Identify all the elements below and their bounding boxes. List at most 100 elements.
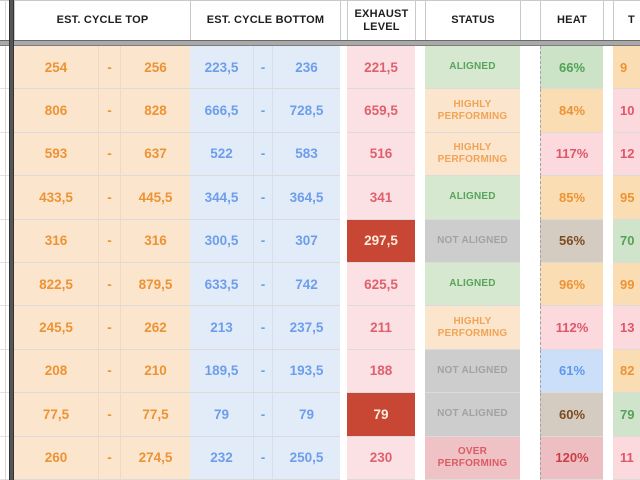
cell-status-badge[interactable]: HIGHLY PERFORMING — [425, 306, 520, 350]
cell-heat-percent[interactable]: 66% — [540, 46, 603, 90]
cell-cycle-bottom-max[interactable]: 79 — [272, 393, 340, 437]
cell-cycle-bottom-max[interactable]: 307 — [272, 219, 340, 263]
cell-exhaust-level[interactable]: 211 — [347, 306, 415, 350]
cell-exhaust-level[interactable]: 297,5 — [347, 219, 415, 263]
header-t-clipped[interactable]: T — [613, 0, 640, 40]
cell-cycle-top-min[interactable]: 77,5 — [14, 393, 98, 437]
cell-cycle-top-max[interactable]: 879,5 — [120, 262, 190, 307]
cell-t-clipped[interactable]: 82 — [613, 349, 640, 394]
cell-cycle-bottom-min[interactable]: 189,5 — [190, 349, 253, 394]
cell-cycle-top-separator: - — [98, 262, 120, 307]
cell-cycle-top-separator: - — [98, 132, 120, 177]
header-exhaust-level[interactable]: EXHAUST LEVEL — [347, 0, 415, 40]
cell-cycle-top-separator: - — [98, 219, 120, 263]
row-gutter — [0, 46, 9, 90]
cell-cycle-bottom-separator: - — [253, 306, 272, 350]
row-gutter — [0, 436, 9, 480]
header-status[interactable]: STATUS — [425, 0, 520, 40]
cell-exhaust-level[interactable]: 341 — [347, 176, 415, 220]
header-heat[interactable]: HEAT — [540, 0, 603, 40]
cell-status-badge[interactable]: ALIGNED — [425, 262, 520, 307]
cell-exhaust-level[interactable]: 516 — [347, 132, 415, 177]
cell-exhaust-level[interactable]: 659,5 — [347, 89, 415, 133]
cell-heat-percent[interactable]: 117% — [540, 132, 603, 177]
cell-cycle-bottom-min[interactable]: 344,5 — [190, 176, 253, 220]
cell-exhaust-level[interactable]: 230 — [347, 436, 415, 480]
cell-cycle-top-min[interactable]: 433,5 — [14, 176, 98, 220]
cell-cycle-bottom-max[interactable]: 728,5 — [272, 89, 340, 133]
cell-exhaust-level[interactable]: 188 — [347, 349, 415, 394]
cell-cycle-bottom-min[interactable]: 79 — [190, 393, 253, 437]
cell-heat-percent[interactable]: 96% — [540, 262, 603, 307]
cell-cycle-top-min[interactable]: 254 — [14, 46, 98, 90]
cell-t-clipped[interactable]: 11 — [613, 436, 640, 480]
cell-cycle-bottom-min[interactable]: 223,5 — [190, 46, 253, 90]
cell-status-badge[interactable]: ALIGNED — [425, 176, 520, 220]
cell-cycle-top-max[interactable]: 210 — [120, 349, 190, 394]
cell-cycle-top-max[interactable]: 445,5 — [120, 176, 190, 220]
cell-cycle-bottom-min[interactable]: 213 — [190, 306, 253, 350]
cell-cycle-top-max[interactable]: 262 — [120, 306, 190, 350]
cell-t-clipped[interactable]: 79 — [613, 393, 640, 437]
cell-cycle-bottom-max[interactable]: 236 — [272, 46, 340, 90]
cell-cycle-top-separator: - — [98, 306, 120, 350]
cell-cycle-bottom-max[interactable]: 193,5 — [272, 349, 340, 394]
cell-status-badge[interactable]: NOT ALIGNED — [425, 219, 520, 263]
cell-heat-percent[interactable]: 112% — [540, 306, 603, 350]
frozen-pane-divider[interactable] — [9, 0, 14, 480]
cell-cycle-bottom-separator: - — [253, 436, 272, 480]
cell-cycle-bottom-max[interactable]: 237,5 — [272, 306, 340, 350]
cell-cycle-bottom-min[interactable]: 633,5 — [190, 262, 253, 307]
cell-exhaust-level[interactable]: 79 — [347, 393, 415, 437]
cell-cycle-bottom-separator: - — [253, 393, 272, 437]
cell-status-badge[interactable]: ALIGNED — [425, 46, 520, 90]
cell-heat-percent[interactable]: 56% — [540, 219, 603, 263]
cell-cycle-top-min[interactable]: 593 — [14, 132, 98, 177]
cell-cycle-top-separator: - — [98, 436, 120, 480]
cell-exhaust-level[interactable]: 221,5 — [347, 46, 415, 90]
cell-cycle-bottom-max[interactable]: 742 — [272, 262, 340, 307]
cell-cycle-top-max[interactable]: 274,5 — [120, 436, 190, 480]
cell-cycle-bottom-min[interactable]: 300,5 — [190, 219, 253, 263]
cell-t-clipped[interactable]: 13 — [613, 306, 640, 350]
cell-heat-percent[interactable]: 84% — [540, 89, 603, 133]
cell-t-clipped[interactable]: 70 — [613, 219, 640, 263]
cell-cycle-bottom-max[interactable]: 250,5 — [272, 436, 340, 480]
cell-status-badge[interactable]: HIGHLY PERFORMING — [425, 132, 520, 177]
cell-cycle-bottom-min[interactable]: 666,5 — [190, 89, 253, 133]
cell-cycle-bottom-min[interactable]: 522 — [190, 132, 253, 177]
cell-status-badge[interactable]: OVER PERFORMING — [425, 436, 520, 480]
cell-t-clipped[interactable]: 12 — [613, 132, 640, 177]
cell-status-badge[interactable]: NOT ALIGNED — [425, 349, 520, 394]
cell-cycle-top-max[interactable]: 256 — [120, 46, 190, 90]
cell-cycle-top-min[interactable]: 822,5 — [14, 262, 98, 307]
header-est-cycle-top[interactable]: EST. CYCLE TOP — [14, 0, 190, 40]
cell-cycle-top-min[interactable]: 208 — [14, 349, 98, 394]
cell-t-clipped[interactable]: 9 — [613, 46, 640, 90]
cell-cycle-top-max[interactable]: 77,5 — [120, 393, 190, 437]
cell-cycle-top-max[interactable]: 316 — [120, 219, 190, 263]
cell-heat-percent[interactable]: 61% — [540, 349, 603, 394]
cell-cycle-top-min[interactable]: 316 — [14, 219, 98, 263]
header-est-cycle-bottom[interactable]: EST. CYCLE BOTTOM — [190, 0, 340, 40]
cell-heat-percent[interactable]: 120% — [540, 436, 603, 480]
cell-heat-percent[interactable]: 60% — [540, 393, 603, 437]
cell-cycle-bottom-max[interactable]: 364,5 — [272, 176, 340, 220]
cell-cycle-top-min[interactable]: 260 — [14, 436, 98, 480]
cell-exhaust-level[interactable]: 625,5 — [347, 262, 415, 307]
cell-status-badge[interactable]: HIGHLY PERFORMING — [425, 89, 520, 133]
cell-t-clipped[interactable]: 95 — [613, 176, 640, 220]
cell-cycle-bottom-separator: - — [253, 349, 272, 394]
cell-cycle-top-min[interactable]: 806 — [14, 89, 98, 133]
row-gutter — [0, 393, 9, 437]
cell-cycle-bottom-min[interactable]: 232 — [190, 436, 253, 480]
cell-t-clipped[interactable]: 10 — [613, 89, 640, 133]
cell-cycle-top-max[interactable]: 828 — [120, 89, 190, 133]
cell-heat-percent[interactable]: 85% — [540, 176, 603, 220]
cell-cycle-top-min[interactable]: 245,5 — [14, 306, 98, 350]
cell-status-badge[interactable]: NOT ALIGNED — [425, 393, 520, 437]
cell-cycle-top-max[interactable]: 637 — [120, 132, 190, 177]
cell-cycle-bottom-max[interactable]: 583 — [272, 132, 340, 177]
cell-t-clipped[interactable]: 99 — [613, 262, 640, 307]
